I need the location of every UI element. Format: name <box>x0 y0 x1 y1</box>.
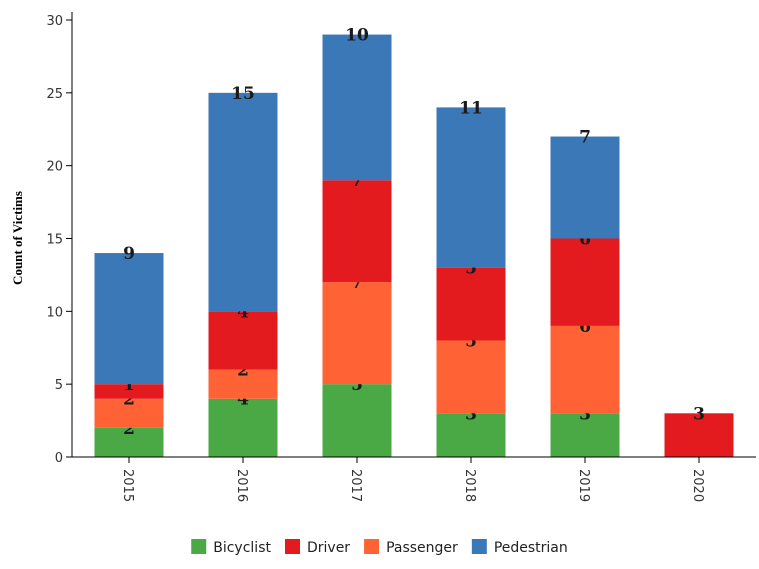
legend-label-pedestrian: Pedestrian <box>494 540 568 556</box>
legend-swatch-passenger <box>364 539 380 554</box>
data-label-pedestrian-2016: 15 <box>231 84 255 104</box>
bar-segment-pedestrian-2018 <box>436 107 506 268</box>
data-label-bicyclist-2015: 2 <box>123 419 135 439</box>
bar-segment-bicyclist-2017 <box>322 384 392 457</box>
y-tick-label-15: 15 <box>46 233 63 248</box>
x-tick-label-2018: 2018 <box>462 469 477 502</box>
bar-segment-bicyclist-2018 <box>436 413 506 457</box>
legend-swatch-bicyclist <box>191 539 207 554</box>
y-tick-label-0: 0 <box>55 451 63 466</box>
y-tick-label-20: 20 <box>46 160 63 175</box>
bar-segment-pedestrian-2017 <box>322 34 392 181</box>
bar-segment-pedestrian-2015 <box>94 253 164 385</box>
bar-segment-driver-2015 <box>94 384 164 399</box>
x-tick-label-2015: 2015 <box>120 469 135 502</box>
data-label-passenger-2016: 2 <box>237 361 249 381</box>
bar-segment-pedestrian-2019 <box>550 136 620 239</box>
y-tick-label-30: 30 <box>46 14 63 29</box>
data-label-bicyclist-2019: 3 <box>579 404 591 424</box>
x-tick-label-2020: 2020 <box>690 469 705 502</box>
bar-segment-passenger-2016 <box>208 369 278 399</box>
data-label-driver-2015: 1 <box>123 375 135 395</box>
bar-segment-bicyclist-2016 <box>208 398 278 457</box>
legend-label-driver: Driver <box>307 540 350 556</box>
bar-segment-driver-2020 <box>664 413 734 457</box>
x-tick-label-2019: 2019 <box>576 469 591 502</box>
bar-segment-bicyclist-2015 <box>94 427 164 457</box>
data-label-passenger-2015: 2 <box>123 390 135 410</box>
data-label-driver-2020: 3 <box>693 404 705 424</box>
data-label-passenger-2019: 6 <box>579 317 591 337</box>
bar-segment-driver-2016 <box>208 311 278 370</box>
legend-swatch-driver <box>284 539 300 554</box>
data-label-bicyclist-2018: 3 <box>465 404 477 424</box>
y-tick-label-5: 5 <box>55 378 63 393</box>
legend-label-passenger: Passenger <box>386 540 458 556</box>
data-label-pedestrian-2017: 10 <box>345 26 369 46</box>
bar-segment-passenger-2017 <box>322 282 392 385</box>
data-label-pedestrian-2018: 11 <box>459 98 483 118</box>
data-label-pedestrian-2015: 9 <box>123 244 135 264</box>
data-label-passenger-2018: 5 <box>465 331 477 351</box>
bar-segment-passenger-2018 <box>436 340 506 414</box>
legend-label-bicyclist: Bicyclist <box>213 540 271 556</box>
data-label-driver-2018: 5 <box>465 259 477 279</box>
bar-segment-driver-2017 <box>322 180 392 283</box>
data-label-bicyclist-2017: 5 <box>351 375 363 395</box>
bar-segment-passenger-2019 <box>550 325 620 414</box>
legend: Bicyclist Driver Passenger Pedestrian <box>191 539 568 556</box>
bar-segment-pedestrian-2016 <box>208 92 278 312</box>
data-label-driver-2017: 7 <box>351 171 363 191</box>
y-tick-label-25: 25 <box>46 87 63 102</box>
bar-segment-passenger-2015 <box>94 398 164 428</box>
bar-segment-driver-2019 <box>550 238 620 326</box>
x-tick-label-2017: 2017 <box>348 469 363 502</box>
legend-swatch-pedestrian <box>471 539 487 554</box>
bar-segment-driver-2018 <box>436 267 506 341</box>
y-tick-label-10: 10 <box>46 305 63 320</box>
x-tick-label-2016: 2016 <box>234 469 249 502</box>
data-label-driver-2019: 6 <box>579 230 591 250</box>
data-label-pedestrian-2019: 7 <box>579 128 591 148</box>
data-label-passenger-2017: 7 <box>351 273 363 293</box>
y-axis-title: Count of Victims <box>10 191 25 285</box>
bar-segment-bicyclist-2019 <box>550 413 620 457</box>
